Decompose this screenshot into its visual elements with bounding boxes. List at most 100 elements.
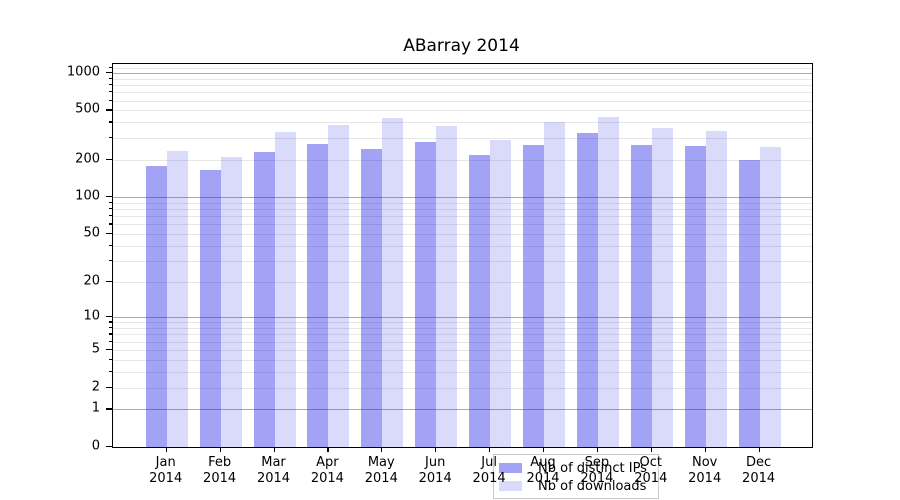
- x-tick-month-aug: Aug: [530, 455, 556, 470]
- bar-feb-distinct-ips: [199, 169, 221, 447]
- bar-mar-distinct-ips: [253, 151, 275, 447]
- x-tick-label-jul: Jul 2014: [459, 455, 519, 487]
- x-tick-year-jul: 2014: [472, 471, 506, 486]
- y-minortick-70: [109, 215, 112, 217]
- y-tick-5: [106, 348, 112, 351]
- x-tick-label-jan: Jan 2014: [136, 455, 196, 487]
- y-minortick-6: [109, 340, 112, 342]
- y-tick-label-20: 20: [83, 273, 100, 289]
- bar-jul-downloads: [490, 139, 512, 447]
- bar-jan-distinct-ips: [145, 166, 167, 447]
- bar-oct-distinct-ips: [630, 145, 652, 447]
- x-tick-year-jun: 2014: [418, 471, 452, 486]
- y-minortick-700: [109, 91, 112, 93]
- x-tick-may: [381, 447, 383, 452]
- y-tick-500: [106, 109, 112, 111]
- y-minortick-9: [109, 321, 112, 323]
- y-minortick-1100: [109, 66, 112, 68]
- gridline-minor-7: [113, 334, 812, 336]
- x-tick-year-sep: 2014: [580, 471, 614, 486]
- x-tick-dec: [758, 447, 760, 452]
- x-tick-label-aug: Aug 2014: [513, 455, 573, 487]
- bar-sep-distinct-ips: [576, 133, 598, 447]
- gridline-minor-400: [113, 122, 812, 124]
- bar-sep-downloads: [597, 117, 619, 447]
- x-tick-month-nov: Nov: [692, 455, 718, 470]
- bar-jul-distinct-ips: [469, 154, 491, 447]
- bar-jun-downloads: [436, 125, 458, 447]
- gridline-minor-70: [113, 216, 812, 218]
- bar-mar-downloads: [274, 132, 296, 447]
- gridline-major-10: [113, 317, 812, 319]
- bar-nov-downloads: [705, 130, 727, 447]
- bar-dec-downloads: [759, 147, 781, 447]
- chart-title: ABarray 2014: [403, 36, 520, 56]
- bar-apr-distinct-ips: [307, 144, 329, 447]
- gridline-minor-40: [113, 245, 812, 247]
- y-minortick-300: [109, 137, 112, 139]
- legend-swatch-downloads: [499, 481, 522, 491]
- legend-label-downloads: Nb of downloads: [538, 478, 647, 494]
- y-tick-label-10: 10: [83, 308, 100, 324]
- x-tick-label-mar: Mar 2014: [244, 455, 304, 487]
- gridline-minor-300: [113, 138, 812, 139]
- x-tick-month-oct: Oct: [639, 455, 663, 470]
- bar-jun-distinct-ips: [415, 141, 437, 447]
- gridline-minor-5: [113, 349, 812, 351]
- x-tick-jun: [435, 447, 437, 452]
- gridline-minor-6: [113, 341, 812, 343]
- x-tick-label-may: May 2014: [351, 455, 411, 487]
- gridline-minor-2: [113, 387, 812, 389]
- x-tick-year-jan: 2014: [149, 471, 183, 486]
- x-tick-oct: [650, 447, 652, 452]
- y-minortick-400: [109, 121, 112, 123]
- gridline-minor-800: [113, 85, 812, 87]
- x-tick-year-feb: 2014: [203, 471, 237, 486]
- y-minortick-90: [109, 201, 112, 203]
- x-tick-month-may: May: [367, 455, 395, 470]
- x-tick-jan: [165, 447, 167, 452]
- y-tick-label-200: 200: [75, 151, 100, 167]
- bar-may-downloads: [382, 118, 404, 447]
- x-tick-year-nov: 2014: [688, 471, 722, 486]
- gridline-minor-3: [113, 371, 812, 373]
- gridline-minor-600: [113, 100, 812, 102]
- x-tick-month-jan: Jan: [155, 455, 176, 470]
- x-tick-label-oct: Oct 2014: [621, 455, 681, 487]
- y-tick-label-5: 5: [91, 341, 100, 357]
- plot-area: Nb of distinct IPs Nb of downloads: [112, 63, 813, 499]
- y-minortick-80: [109, 208, 112, 210]
- x-tick-feb: [219, 447, 221, 452]
- gridline-minor-50: [113, 234, 812, 236]
- y-tick-100: [106, 196, 112, 198]
- gridline-minor-60: [113, 224, 812, 226]
- y-tick-label-2: 2: [91, 379, 100, 395]
- y-tick-label-0: 0: [91, 438, 100, 454]
- y-minortick-900: [109, 77, 112, 79]
- y-minortick-30: [109, 260, 112, 262]
- x-tick-month-sep: Sep: [584, 455, 610, 470]
- y-minortick-60: [109, 223, 112, 225]
- y-minortick-4: [109, 358, 112, 361]
- x-tick-month-jul: Jul: [481, 455, 497, 470]
- bar-aug-downloads: [544, 121, 565, 447]
- y-tick-1000: [106, 71, 112, 74]
- y-tick-0: [106, 446, 112, 448]
- bar-feb-downloads: [220, 157, 242, 447]
- gridline-minor-900: [113, 78, 812, 80]
- x-tick-year-aug: 2014: [526, 471, 560, 486]
- gridline-minor-700: [113, 92, 812, 94]
- y-tick-2: [106, 386, 112, 388]
- x-tick-mar: [273, 447, 275, 452]
- x-tick-label-jun: Jun 2014: [405, 455, 465, 487]
- gridline-minor-20: [113, 282, 812, 284]
- legend-item-distinct-ips: Nb of distinct IPs: [499, 459, 658, 477]
- x-tick-label-sep: Sep 2014: [567, 455, 627, 487]
- x-tick-nov: [704, 447, 706, 452]
- gridline-major-100: [113, 197, 812, 199]
- x-tick-sep: [596, 447, 599, 452]
- y-tick-20: [106, 281, 112, 283]
- gridline-minor-4: [113, 359, 812, 361]
- bar-jan-downloads: [166, 150, 188, 447]
